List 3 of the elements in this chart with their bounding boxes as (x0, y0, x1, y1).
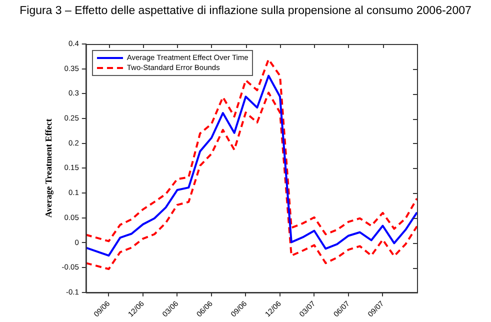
y-axis-title: Average Treatment Effect (44, 118, 54, 218)
chart-title: Figura 3 – Effetto delle aspettative di inflazione sulla propensione al consumo 2006-2007 (18, 5, 472, 17)
line-series (84, 92, 418, 270)
